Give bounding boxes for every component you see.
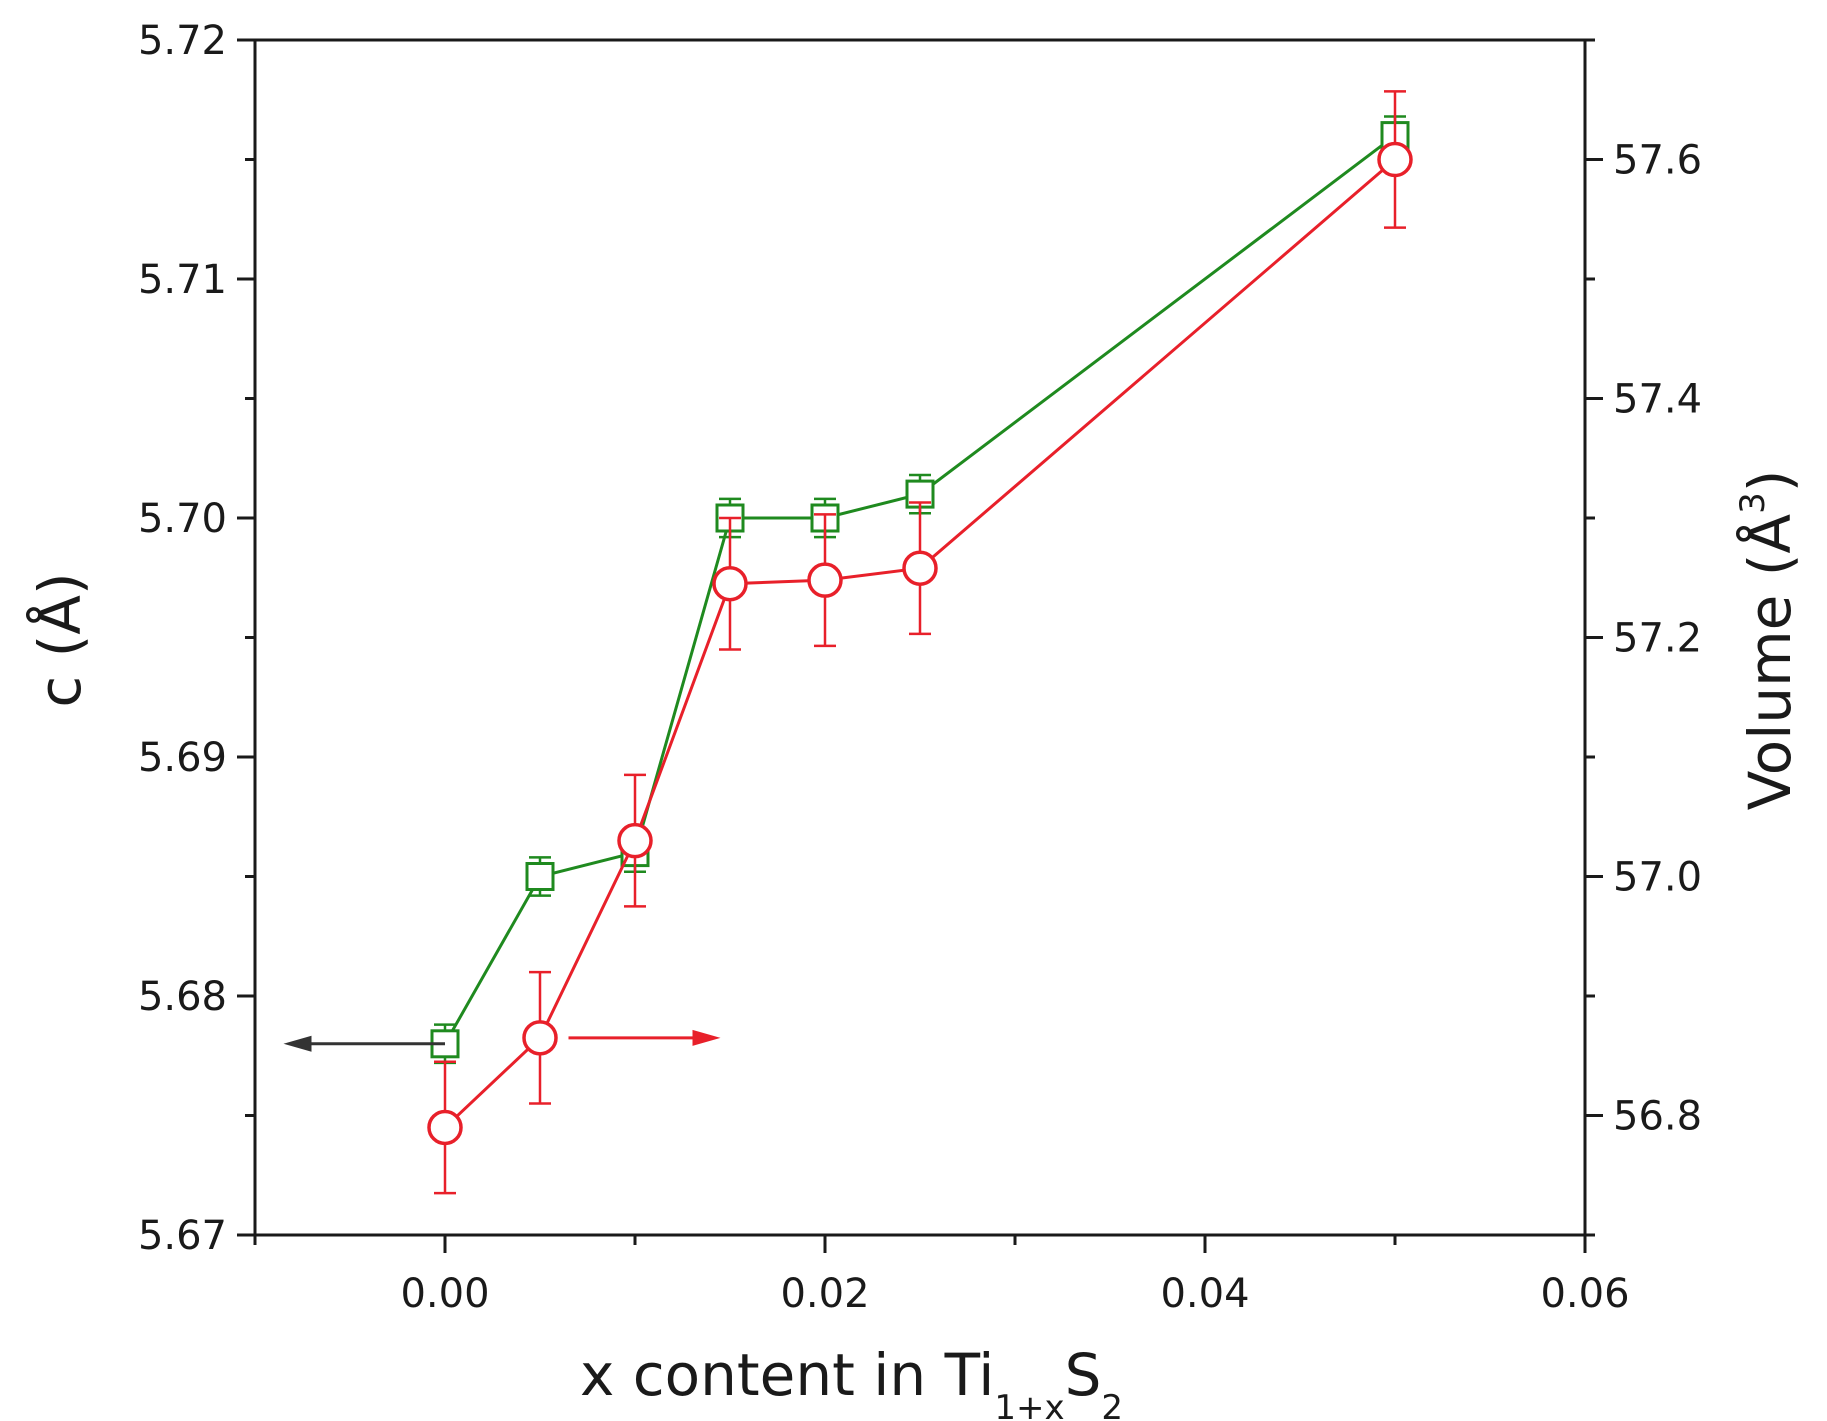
- left-tick-label: 5.71: [138, 257, 227, 303]
- series-line: [443, 158, 1396, 1129]
- left-tick-label: 5.68: [138, 974, 227, 1020]
- x-axis-title: x content in Ti1+xS2: [580, 1341, 1123, 1421]
- left-axis-ticks: 5.67 5.68 5.69 5.70 5.71 5.72: [138, 18, 255, 1259]
- arrow-head: [283, 1035, 312, 1052]
- left-axis-arrow: [283, 1035, 445, 1052]
- x-tick-label: 0.06: [1540, 1271, 1629, 1317]
- arrow-layer: [283, 1029, 721, 1052]
- right-axis-title: Volume (Å3): [1733, 470, 1804, 811]
- right-tick-label: 57.2: [1613, 616, 1702, 662]
- data-point-circle: [427, 1109, 463, 1146]
- x-axis-ticks: 0.00 0.02 0.04 0.06: [253, 1235, 1630, 1317]
- right-tick-label: 56.8: [1613, 1094, 1702, 1140]
- right-tick-label: 57.0: [1613, 855, 1702, 901]
- arrow-head: [692, 1029, 721, 1046]
- series-volume: [427, 90, 1413, 1195]
- data-point-circle: [1377, 141, 1413, 178]
- series-layer: [427, 90, 1413, 1195]
- right-tick-label: 57.6: [1613, 138, 1702, 184]
- x-tick-label: 0.02: [780, 1271, 869, 1317]
- right-axis-ticks: 56.8 57.0 57.2 57.4 57.6: [1585, 38, 1702, 1237]
- left-axis-title: c (Å): [25, 572, 94, 707]
- x-tick-label: 0.00: [400, 1271, 489, 1317]
- data-point-circle: [807, 562, 843, 598]
- data-point-circle: [522, 1020, 558, 1056]
- right-axis-arrow: [568, 1029, 721, 1046]
- data-point-square: [525, 862, 555, 891]
- left-tick-label: 5.72: [138, 18, 227, 64]
- data-point-circle: [617, 822, 653, 859]
- x-tick-label: 0.04: [1160, 1271, 1249, 1317]
- left-tick-label: 5.70: [138, 496, 227, 542]
- data-point-circle: [712, 565, 748, 602]
- left-tick-label: 5.67: [138, 1213, 227, 1259]
- right-tick-label: 57.4: [1613, 377, 1702, 423]
- left-tick-label: 5.69: [138, 735, 227, 781]
- data-point-circle: [902, 550, 938, 586]
